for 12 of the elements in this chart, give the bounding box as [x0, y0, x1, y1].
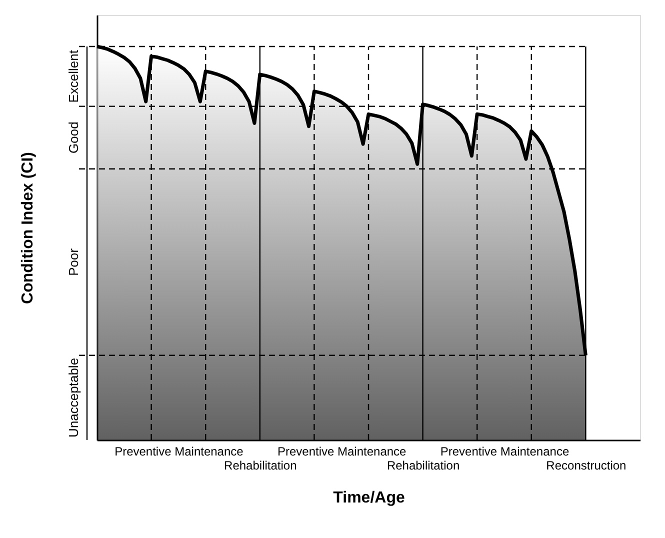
x-tick-label: Preventive Maintenance	[440, 444, 570, 458]
text: Excellent	[66, 50, 81, 103]
x-tick-label: Rehabilitation	[386, 458, 460, 472]
y-axis-title: Condition Index (CI)	[20, 152, 36, 304]
text: Unacceptable	[66, 358, 81, 438]
x-tick-label: Rehabilitation	[224, 458, 297, 472]
x-tick-label: Preventive Maintenance	[277, 444, 407, 458]
text: Good	[66, 122, 81, 154]
x-tick-label: Reconstruction	[546, 458, 626, 472]
x-axis-title: Time/Age	[333, 490, 405, 506]
text: Poor	[66, 248, 81, 276]
x-tick-label: Preventive Maintenance	[114, 444, 244, 458]
